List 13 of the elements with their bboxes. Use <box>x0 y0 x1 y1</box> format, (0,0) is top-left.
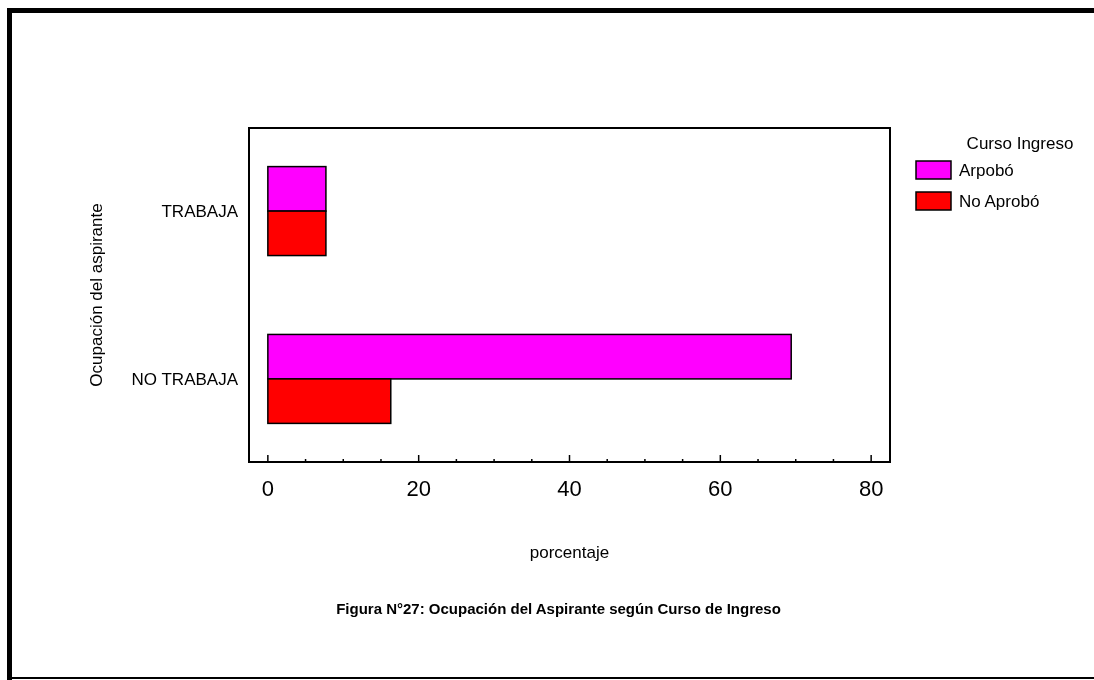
x-tick-label: 60 <box>708 476 733 501</box>
y-tick-label: TRABAJA <box>161 202 239 222</box>
x-tick-label: 20 <box>406 476 431 501</box>
legend-label: Arpobó <box>959 161 1014 180</box>
legend-title: Curso Ingreso <box>966 134 1074 153</box>
legend-label: No Aprobó <box>959 192 1040 211</box>
y-tick-label: NO TRABAJA <box>131 369 239 389</box>
y-axis-title: Ocupación del aspirante <box>87 203 106 387</box>
text: Figura N°27: Ocupación del Aspirante según Curso de Ingreso <box>336 600 781 617</box>
x-tick-label: 40 <box>557 476 582 501</box>
x-tick-label: 0 <box>261 476 274 501</box>
x-axis-title: porcentaje <box>529 543 610 562</box>
x-tick-label: 80 <box>858 476 884 501</box>
